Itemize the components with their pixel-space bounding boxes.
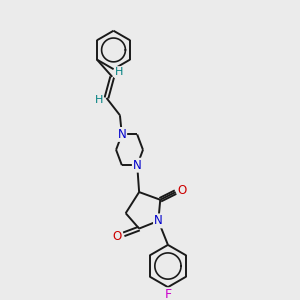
Text: H: H (94, 95, 103, 105)
Text: N: N (154, 214, 163, 227)
Text: O: O (112, 230, 122, 243)
Text: N: N (118, 128, 126, 141)
Text: F: F (164, 288, 172, 300)
Text: N: N (133, 159, 142, 172)
Text: O: O (178, 184, 187, 197)
Text: H: H (115, 67, 123, 77)
